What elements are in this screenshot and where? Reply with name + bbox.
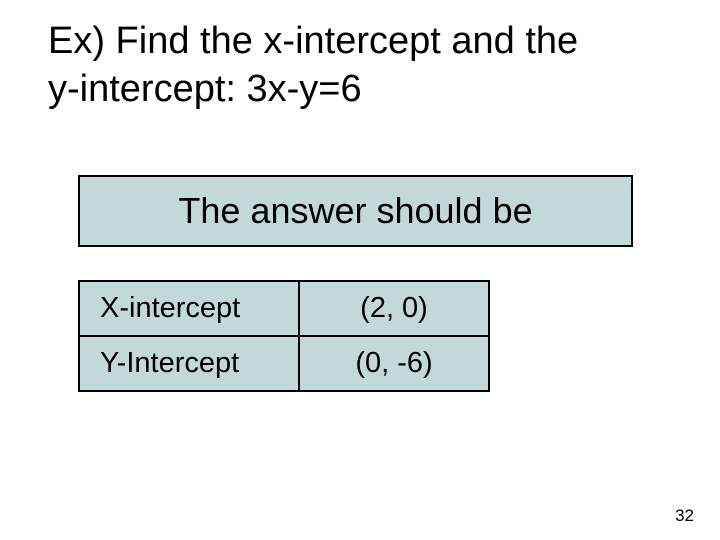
page-number: 32 — [675, 506, 694, 526]
table-row: X-intercept (2, 0) — [79, 281, 489, 336]
slide-heading: Ex) Find the x-intercept and the y-inter… — [48, 18, 668, 113]
intercept-value: (2, 0) — [299, 281, 489, 336]
heading-line-2: y-intercept: 3x-y=6 — [48, 68, 362, 110]
intercept-value: (0, -6) — [299, 336, 489, 391]
answer-banner-text: The answer should be — [178, 190, 532, 232]
intercept-label: Y-Intercept — [79, 336, 299, 391]
heading-line-1: Ex) Find the x-intercept and the — [48, 20, 578, 62]
intercept-label: X-intercept — [79, 281, 299, 336]
answer-banner: The answer should be — [78, 175, 633, 247]
table-row: Y-Intercept (0, -6) — [79, 336, 489, 391]
intercept-table: X-intercept (2, 0) Y-Intercept (0, -6) — [78, 280, 490, 392]
